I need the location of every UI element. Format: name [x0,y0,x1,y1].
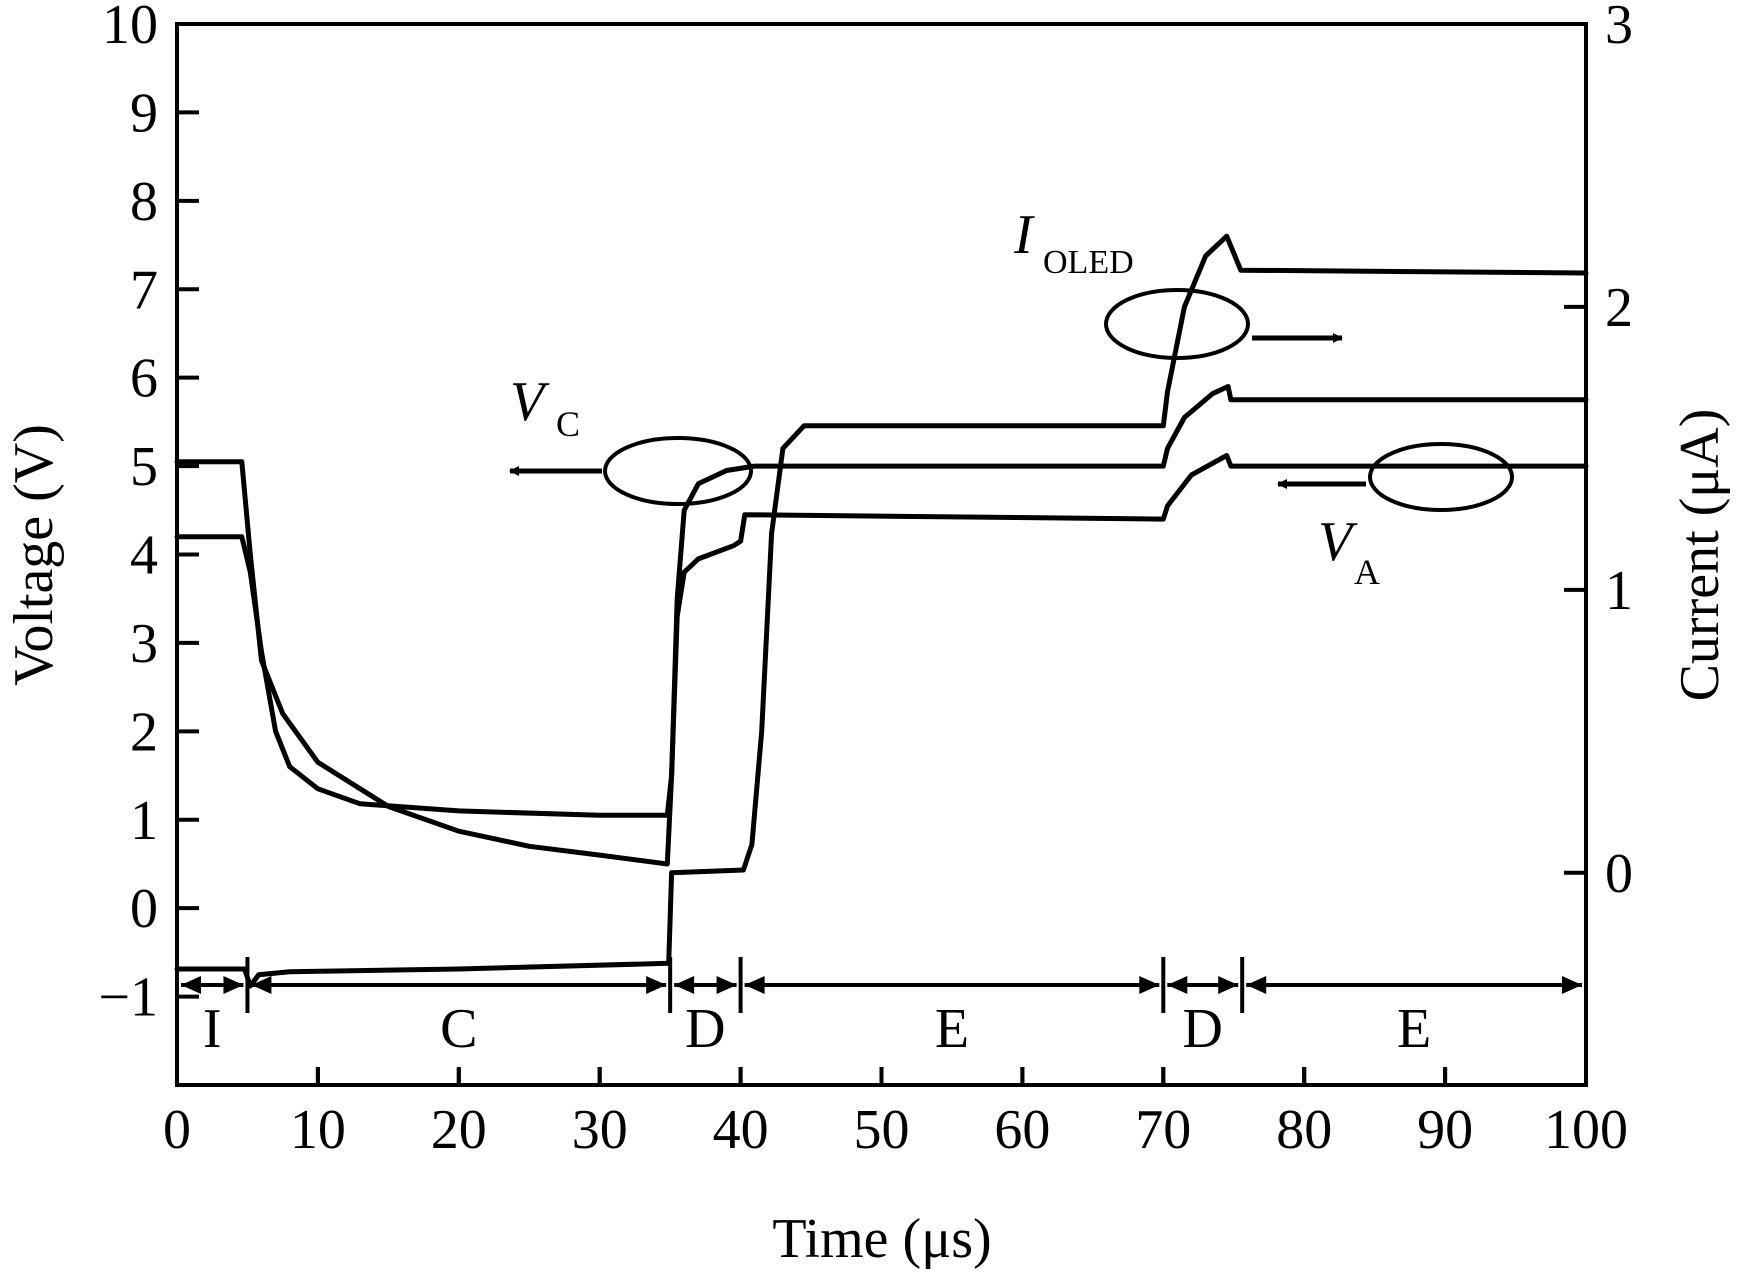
phase-arrowhead-left [1167,976,1188,994]
phase-label: D [1183,998,1223,1060]
x-tick-label: 20 [431,1099,487,1161]
phase-arrowhead-left [181,976,201,994]
phase-label: E [935,998,969,1060]
x-tick-label: 60 [994,1099,1050,1161]
left-y-axis-label: Voltage (V) [3,424,65,686]
phase-label: C [440,998,477,1060]
left-y-tick-label: 6 [130,348,158,410]
ioled-label: I [1013,204,1035,266]
phase-arrowhead-left [1246,976,1267,994]
x-tick-label: 100 [1544,1099,1628,1161]
right-y-tick-label: 0 [1605,843,1633,905]
phase-arrowhead-right [716,976,737,994]
series-v-a-line [174,453,1589,818]
phase-label: E [1397,998,1431,1060]
phase-arrowhead-right [1218,976,1239,994]
vc-label: V [510,371,550,433]
x-axis-ticks: 0 10 20 30 40 50 60 70 80 90 100 [163,1067,1628,1161]
series-lines [174,233,1589,989]
phase-arrowhead-left [674,976,695,994]
va-annotation: V A [1277,442,1514,592]
right-y-tick-label: 3 [1605,0,1633,56]
right-y-tick-label: 2 [1605,277,1633,339]
series-i-oled-line [174,233,1589,989]
x-tick-label: 10 [290,1099,346,1161]
left-y-tick-label: 8 [130,171,158,233]
left-y-tick-label: 5 [130,436,158,498]
phase-arrowhead-left [744,976,765,994]
x-tick-label: 40 [713,1099,769,1161]
right-y-axis-label: Current (μA) [1669,409,1731,702]
left-y-tick-label: 0 [130,878,158,940]
left-y-tick-label: 10 [102,0,158,56]
va-callout-ellipse [1368,442,1514,512]
left-y-axis-ticks: −1 0 1 2 3 4 5 6 7 8 9 10 [98,0,199,1029]
left-y-tick-label: 3 [130,613,158,675]
phase-arrowhead-right [1139,976,1160,994]
x-tick-label: 70 [1135,1099,1191,1161]
vc-annotation: V C [509,371,753,506]
ioled-label-subscript: OLED [1043,244,1134,281]
ioled-callout-ellipse [1104,288,1250,360]
left-y-tick-label: 1 [130,790,158,852]
phase-label: D [685,998,725,1060]
left-y-tick-label: 4 [130,525,158,587]
left-y-tick-label: 2 [130,701,158,763]
x-tick-label: 30 [572,1099,628,1161]
left-y-tick-label: 9 [130,82,158,144]
vc-callout-ellipse [603,436,753,506]
phase-arrowhead-right [223,976,244,994]
x-axis-label: Time (μs) [772,1208,991,1270]
x-tick-label: 90 [1417,1099,1473,1161]
x-tick-label: 50 [854,1099,910,1161]
va-label: V [1318,511,1358,573]
left-y-tick-label: 7 [130,259,158,321]
va-label-subscript: A [1354,552,1380,592]
x-tick-label: 0 [163,1099,191,1161]
right-y-tick-label: 1 [1605,560,1633,622]
vc-label-subscript: C [556,404,580,444]
phase-arrowhead-right [1562,976,1582,994]
phase-arrowhead-left [251,976,272,994]
phase-label: I [203,998,222,1060]
series-v-c-line [174,384,1589,867]
x-tick-label: 80 [1276,1099,1332,1161]
phase-arrowhead-right [646,976,667,994]
right-y-axis-ticks: 0 1 2 3 [1564,0,1633,905]
left-y-tick-label: −1 [98,967,158,1029]
ioled-annotation: I OLED [1013,204,1343,360]
